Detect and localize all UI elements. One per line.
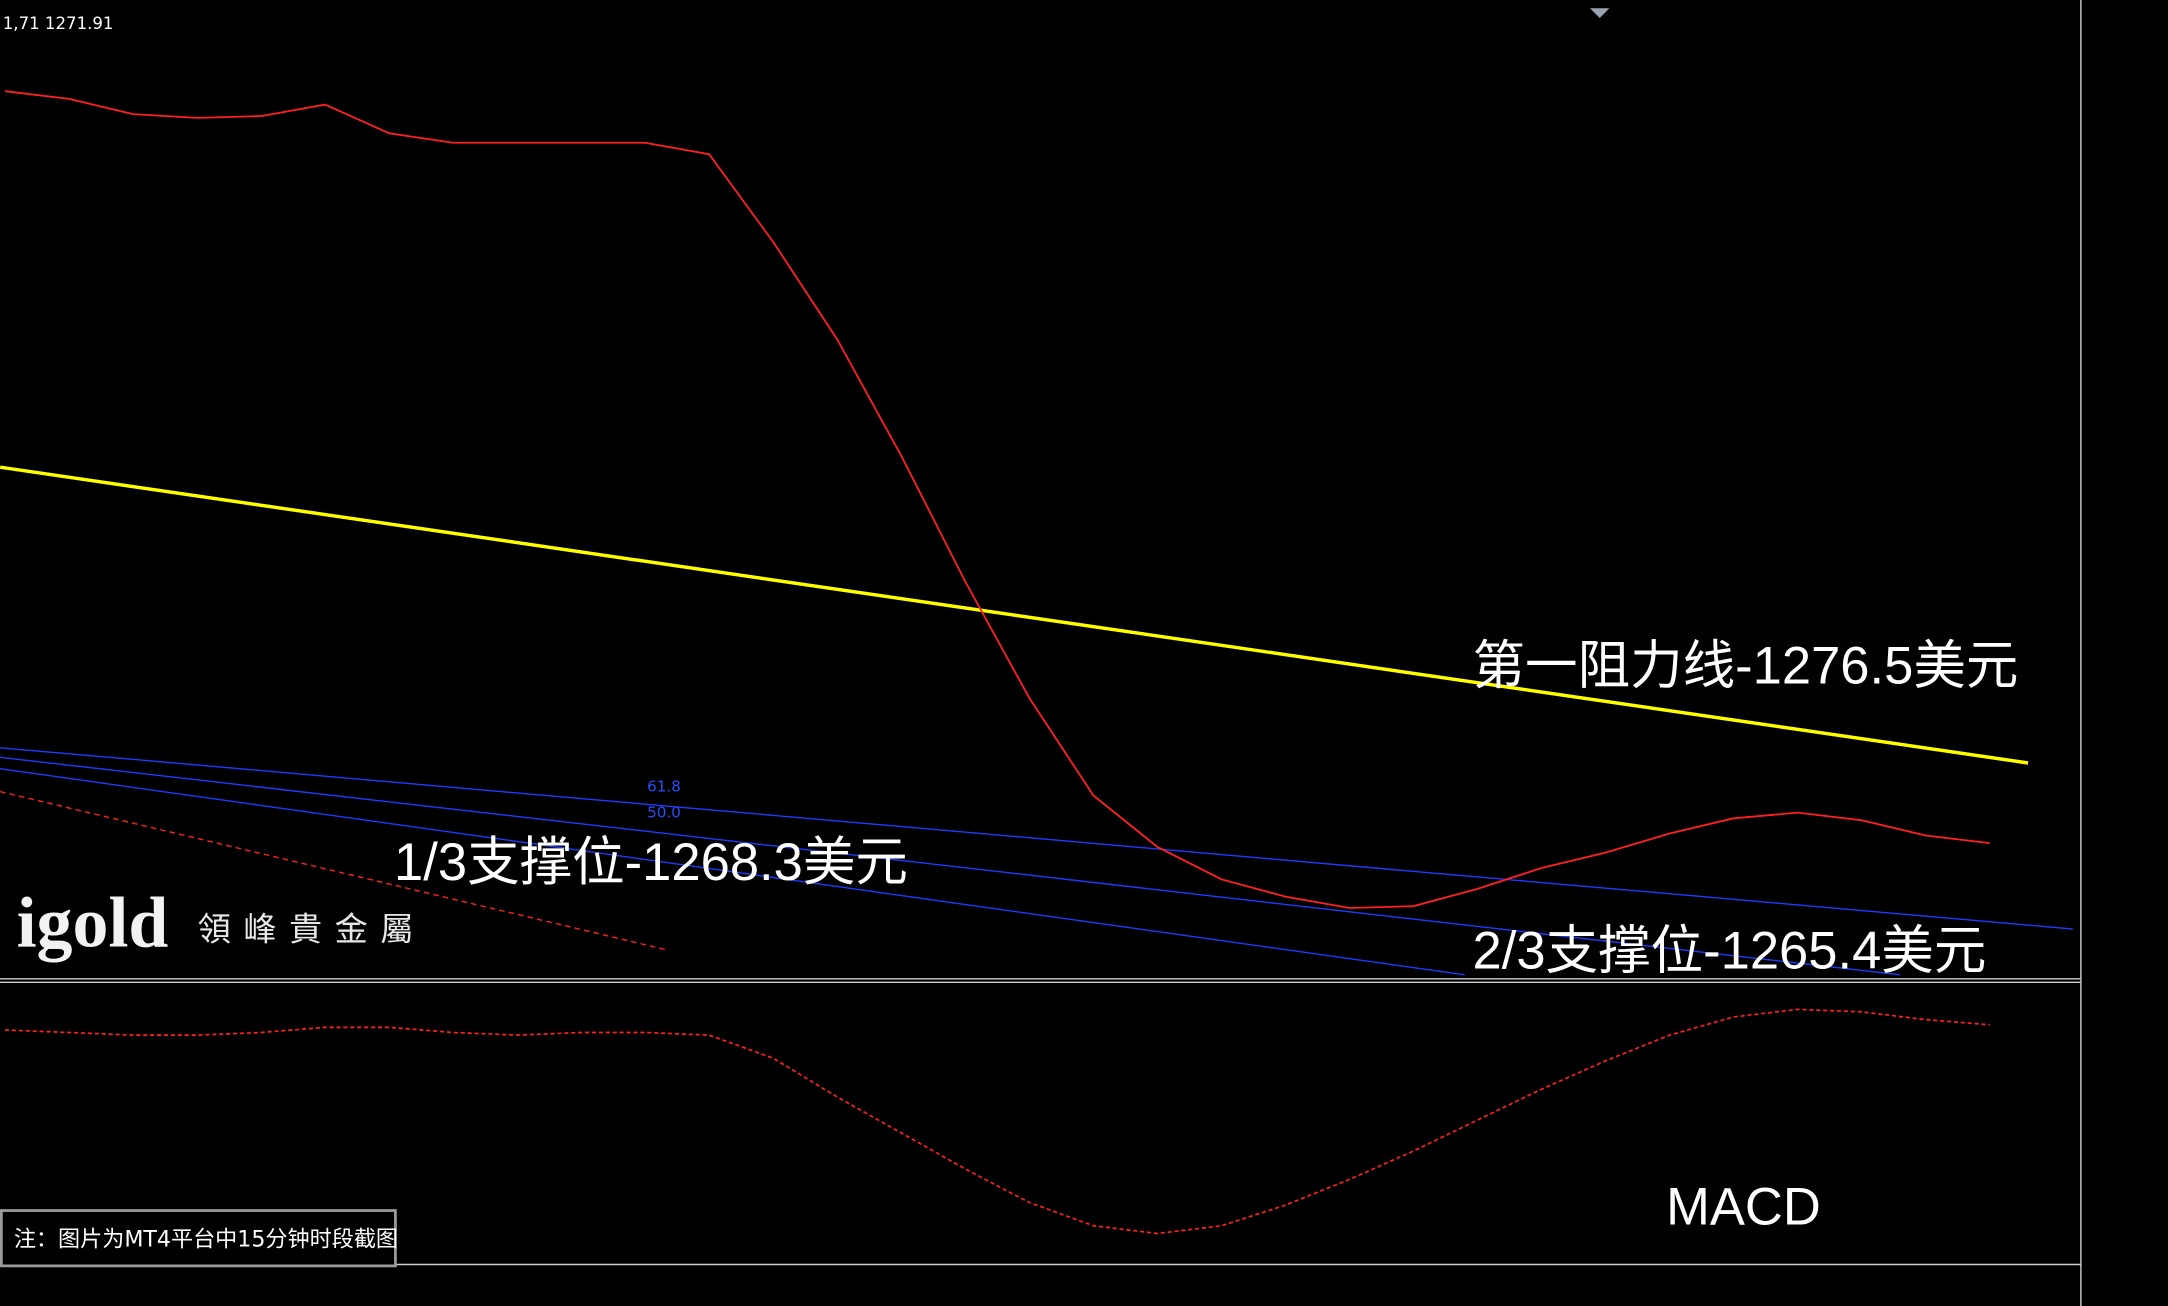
plot bbox=[0, 90, 2073, 1235]
annotation: 2/3支撑位-1265.4美元 bbox=[1473, 921, 1987, 980]
trend-line bbox=[0, 756, 1901, 976]
logo-name: 領峰貴金屬 bbox=[198, 910, 426, 949]
fib-label: 61.8 bbox=[647, 777, 681, 795]
info-text: 1,71 1271.91 bbox=[3, 14, 114, 33]
note: 注：图片为MT4平台中15分钟时段截图 bbox=[14, 1227, 398, 1253]
note-box bbox=[0, 1209, 397, 1268]
trend-line bbox=[0, 465, 2029, 765]
annotation: 第一阻力线-1276.5美元 bbox=[1473, 636, 2019, 695]
panel-title: MACD bbox=[1666, 1177, 1821, 1236]
trend-line bbox=[0, 790, 668, 951]
macd-signal bbox=[4, 1008, 1990, 1235]
shift-marker bbox=[1590, 8, 1610, 18]
logo-brand: igold bbox=[17, 882, 169, 962]
trend-line bbox=[0, 767, 1465, 976]
fib-label: 50.0 bbox=[647, 804, 681, 822]
trend-line bbox=[0, 747, 2073, 930]
annotation: 1/3支撑位-1268.3美元 bbox=[394, 833, 908, 892]
moving-average bbox=[4, 90, 1990, 909]
